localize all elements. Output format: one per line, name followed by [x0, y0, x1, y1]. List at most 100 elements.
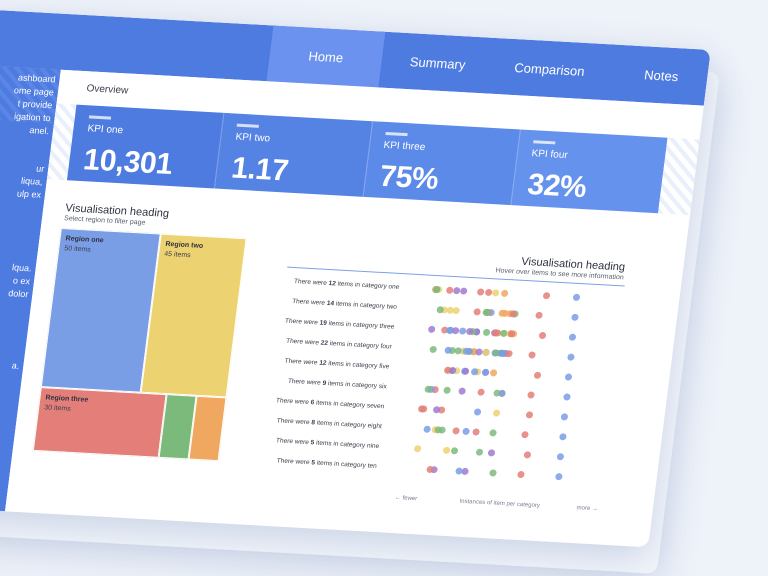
data-dot[interactable] — [543, 292, 551, 300]
data-dot[interactable] — [526, 391, 535, 399]
tab-comparison[interactable]: Comparison — [513, 59, 586, 79]
data-dot[interactable] — [538, 331, 547, 340]
data-dot[interactable] — [484, 288, 493, 297]
data-dot[interactable] — [472, 308, 481, 316]
region-treemap: Region one 50 items Region two 45 items … — [32, 227, 247, 462]
data-dot[interactable] — [556, 453, 565, 461]
data-dot[interactable] — [476, 288, 485, 296]
region-name: Region three — [45, 394, 89, 404]
region-small-orange-tile[interactable] — [188, 395, 227, 462]
region-three-tile[interactable]: Region three 30 items — [32, 387, 167, 458]
kpi-label: KPI three — [382, 139, 426, 154]
row-label-suffix: items in category ten — [314, 459, 378, 470]
kpi-marker — [532, 140, 556, 145]
data-dot[interactable] — [471, 428, 480, 436]
data-dot[interactable] — [533, 371, 542, 379]
data-dot[interactable] — [450, 447, 459, 455]
data-dot[interactable] — [462, 427, 471, 436]
data-dot[interactable] — [558, 433, 567, 441]
row-label-suffix: items in category one — [335, 280, 400, 291]
sidebar-intro-text: ashboard ome page t provide igation to a… — [13, 72, 57, 137]
kpi-marker — [88, 115, 112, 120]
kpi-value: 10,301 — [81, 143, 175, 182]
row-label-suffix: items in category three — [326, 319, 395, 331]
data-dot[interactable] — [564, 373, 573, 381]
data-dot[interactable] — [429, 345, 438, 354]
data-dot[interactable] — [500, 289, 509, 298]
row-label: There were 22 items in category four — [266, 337, 393, 351]
tab-summary[interactable]: Summary — [409, 53, 467, 72]
data-dot[interactable] — [475, 448, 484, 456]
data-dot[interactable] — [482, 328, 491, 337]
row-label-suffix: items in category nine — [313, 439, 380, 451]
row-label: There were 8 items in category eight — [255, 416, 382, 430]
data-dot[interactable] — [487, 449, 496, 457]
data-dot[interactable] — [521, 431, 530, 439]
row-label-prefix: There were — [293, 278, 330, 287]
sidebar-paragraph-two: ur liqua, ulp ex — [16, 163, 45, 200]
data-dot[interactable] — [419, 405, 428, 413]
row-label-suffix: items in category seven — [313, 399, 385, 411]
row-label-prefix: There were — [276, 457, 312, 467]
data-dot[interactable] — [570, 313, 579, 321]
data-dot[interactable] — [476, 388, 485, 396]
data-dot[interactable] — [461, 467, 470, 476]
tab-notes[interactable]: Notes — [643, 66, 680, 84]
data-dot[interactable] — [413, 445, 422, 453]
row-label-suffix: items in category four — [327, 340, 393, 351]
axis-fewer-label: ← fewer — [394, 495, 418, 503]
data-dot[interactable] — [562, 393, 571, 401]
data-dot[interactable] — [527, 351, 536, 359]
kpi-value: 75% — [377, 159, 441, 196]
row-label-prefix: There were — [284, 317, 321, 327]
row-label-prefix: There were — [275, 397, 312, 407]
region-two-tile[interactable]: Region two 45 items — [140, 233, 247, 398]
data-dot[interactable] — [470, 368, 479, 376]
region-name: Region one — [65, 235, 105, 245]
data-dot[interactable] — [482, 348, 491, 357]
data-dot[interactable] — [492, 409, 501, 417]
row-label-suffix: items in category five — [326, 360, 390, 371]
row-label: There were 5 items in category nine — [253, 436, 380, 450]
data-dot[interactable] — [422, 425, 431, 433]
tab-home[interactable]: Home — [266, 25, 386, 88]
overview-title: Overview — [85, 83, 129, 97]
region-count: 45 items — [163, 250, 192, 260]
data-dot[interactable] — [505, 350, 514, 358]
row-label-suffix: items in category two — [333, 300, 398, 311]
data-dot[interactable] — [489, 429, 498, 437]
data-dot[interactable] — [489, 369, 498, 377]
row-label: There were 6 items in category seven — [258, 396, 385, 410]
data-dot[interactable] — [473, 408, 482, 416]
data-dot[interactable] — [489, 469, 498, 477]
kpi-row: KPI one 10,301 KPI two 1.17 KPI three 75… — [66, 104, 668, 214]
data-dot[interactable] — [497, 389, 506, 398]
data-dot[interactable] — [458, 387, 466, 395]
data-dot[interactable] — [566, 353, 575, 361]
data-dot[interactable] — [572, 293, 581, 302]
data-dot[interactable] — [452, 427, 461, 435]
row-label: There were 14 items in category two — [271, 297, 398, 311]
kpi-value: 32% — [525, 168, 589, 205]
data-dot[interactable] — [554, 472, 563, 481]
data-dot[interactable] — [491, 289, 500, 297]
data-dot[interactable] — [517, 470, 525, 479]
data-dot[interactable] — [534, 311, 543, 319]
data-dot[interactable] — [459, 287, 468, 295]
data-dot[interactable] — [442, 386, 451, 394]
data-dot[interactable] — [525, 411, 534, 419]
data-dot[interactable] — [443, 446, 451, 455]
data-dot[interactable] — [568, 333, 577, 341]
data-dot[interactable] — [523, 451, 532, 459]
data-dot[interactable] — [560, 413, 569, 421]
data-dot[interactable] — [452, 307, 461, 315]
data-dot[interactable] — [458, 327, 467, 335]
data-dot[interactable] — [481, 368, 490, 377]
kpi-marker — [384, 131, 408, 137]
data-dot[interactable] — [461, 367, 470, 375]
region-name: Region two — [164, 240, 204, 250]
data-dot[interactable] — [482, 308, 491, 317]
data-dot[interactable] — [428, 325, 436, 334]
row-label-prefix: There were — [285, 337, 322, 347]
data-dot[interactable] — [452, 286, 461, 295]
